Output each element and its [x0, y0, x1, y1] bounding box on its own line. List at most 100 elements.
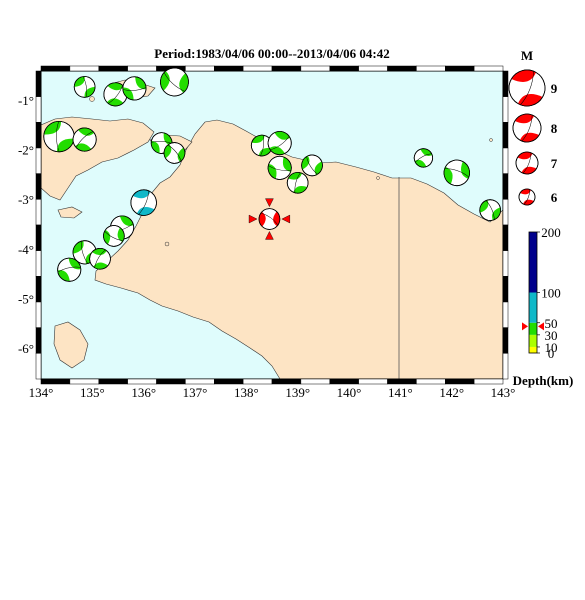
frame-segment-top	[40, 65, 71, 72]
lon-tick-label: 139°	[285, 385, 310, 400]
frame-segment-left	[35, 276, 42, 303]
frame-segment-bottom	[416, 378, 446, 385]
frame-segment-bottom	[69, 378, 99, 385]
event-beachball	[267, 155, 292, 180]
frame-segment-bottom	[156, 378, 186, 385]
event-beachball	[267, 131, 292, 156]
depth-caption: Depth(km)	[513, 373, 574, 388]
frame-segment-bottom	[127, 378, 157, 385]
event-beachball	[286, 171, 309, 194]
main-event-marker	[265, 198, 274, 208]
frame-segment-top	[473, 65, 504, 72]
depth-band	[529, 232, 537, 293]
main-event-marker	[265, 230, 274, 240]
frame-segment-top	[185, 65, 215, 72]
depth-band	[529, 334, 537, 347]
depth-label: 10	[545, 340, 558, 355]
frame-segment-left	[35, 327, 42, 354]
events-layer	[43, 67, 501, 282]
event-beachball	[130, 189, 157, 216]
lat-tick-label: -3°	[18, 192, 34, 207]
event-beachball	[413, 148, 434, 168]
event-beachball	[443, 159, 470, 187]
frame-segment-top	[387, 65, 417, 72]
lat-tick-label: -1°	[18, 93, 34, 108]
depth-label: 0	[548, 346, 555, 361]
frame-segment-left	[35, 301, 42, 328]
frame-segment-right	[502, 70, 509, 97]
frame-segment-right	[502, 122, 509, 149]
frame-segment-right	[502, 199, 509, 226]
legend-beachball	[518, 188, 536, 206]
event-beachball	[73, 76, 96, 98]
event-beachball	[479, 199, 501, 221]
frame-segment-right	[502, 173, 509, 200]
lat-tick-label: -5°	[18, 292, 34, 307]
frame-segment-left	[35, 224, 42, 251]
frame-segment-right	[502, 96, 509, 123]
lon-tick-label: 143°	[491, 385, 516, 400]
frame-ticks	[35, 65, 509, 385]
island-misool	[57, 206, 83, 219]
lon-tick-label: 140°	[337, 385, 362, 400]
frame-segment-top	[242, 65, 273, 72]
frame-segment-left	[35, 250, 42, 277]
magnitude-legend: M 9 8 7 6	[508, 48, 558, 206]
frame-segment-right	[502, 224, 509, 251]
frame-segment-right	[502, 301, 509, 328]
frame-segment-left	[35, 96, 42, 123]
event-beachball	[103, 225, 125, 247]
frame-segment-bottom	[473, 378, 504, 385]
legend-magnitude-label: 6	[551, 190, 558, 205]
lon-tick-label: 137°	[183, 385, 208, 400]
lon-tick-label: 135°	[80, 385, 105, 400]
lon-tick-label: 138°	[234, 385, 259, 400]
legend-magnitude-label: 7	[551, 156, 558, 171]
frame-segment-right	[502, 250, 509, 277]
main-event-beachball	[258, 208, 281, 230]
frame-segment-top	[300, 65, 330, 72]
event-beachball	[301, 154, 323, 177]
event-beachball	[103, 82, 128, 107]
lon-tick-label: 134°	[29, 385, 54, 400]
frame-segment-bottom	[214, 378, 244, 385]
depth-marker-left	[522, 322, 528, 331]
legend-magnitude-label: 8	[551, 121, 558, 136]
event-beachball	[72, 127, 97, 152]
frame-segment-top	[271, 65, 302, 72]
frame-segment-top	[98, 65, 128, 72]
event-beachball	[57, 257, 82, 282]
event-beachball	[122, 76, 147, 101]
lon-tick-label: 142°	[439, 385, 464, 400]
depth-label: 30	[545, 328, 558, 343]
legend-beachball	[508, 69, 546, 107]
frame-segment-top	[329, 65, 359, 72]
depth-marker-right	[538, 322, 544, 331]
frame-segment-bottom	[329, 378, 359, 385]
frame-segment-bottom	[271, 378, 302, 385]
frame-segment-bottom	[358, 378, 388, 385]
map-title: Period:1983/04/06 00:00--2013/04/06 04:4…	[154, 46, 389, 61]
frame-segment-bottom	[300, 378, 330, 385]
main-event-marker	[248, 214, 258, 224]
main-event-marker	[281, 214, 291, 224]
event-beachball	[163, 142, 186, 164]
frame-segment-top	[445, 65, 475, 72]
lat-tick-label: -2°	[18, 142, 34, 157]
frame-segment-left	[35, 122, 42, 149]
frame-segment-bottom	[98, 378, 128, 385]
legend-beachball	[512, 113, 542, 143]
lon-tick-label: 136°	[131, 385, 156, 400]
frame-segment-top	[358, 65, 388, 72]
frame-segment-right	[502, 276, 509, 303]
depth-band	[529, 322, 537, 335]
legend-heading: M	[521, 48, 533, 63]
event-beachball	[89, 247, 111, 270]
legend-magnitude-label: 9	[551, 81, 558, 96]
frame-segment-left	[35, 199, 42, 226]
frame-segment-top	[127, 65, 157, 72]
frame-segment-bottom	[445, 378, 475, 385]
map-frame	[35, 65, 509, 385]
